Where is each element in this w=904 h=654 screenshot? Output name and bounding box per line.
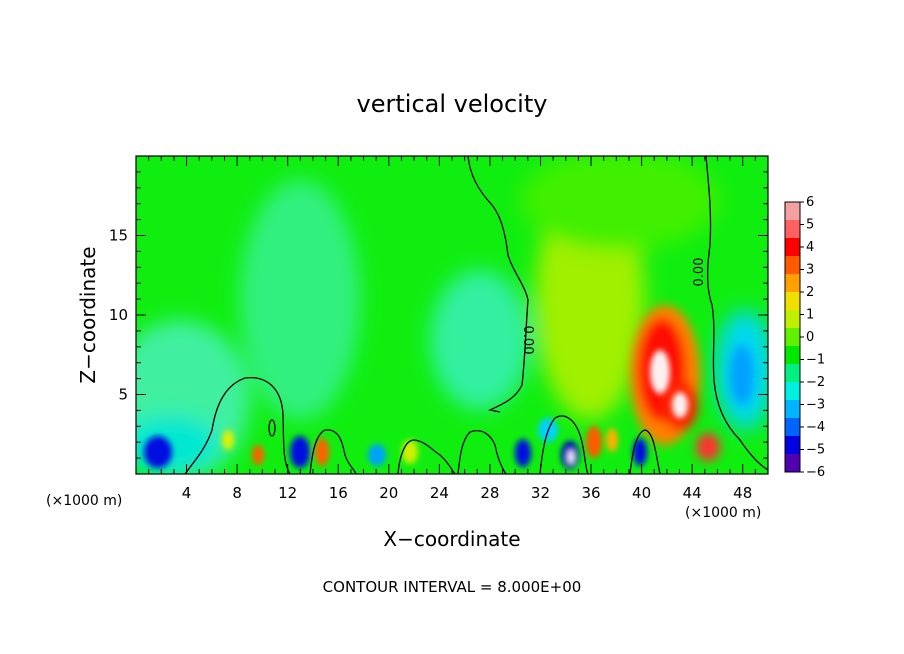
region-blue-right — [730, 345, 754, 405]
x-tick-label: 44 — [683, 484, 702, 502]
zero-contour-small-5 — [629, 429, 661, 474]
cell-white-1 — [568, 450, 574, 464]
region-teal-center — [430, 270, 530, 410]
colorbar-swatch — [785, 220, 800, 239]
colorbar-swatch — [785, 436, 800, 455]
cell-blue-2 — [290, 436, 310, 468]
x-axis-label: X−coordinate — [383, 527, 520, 551]
colorbar-swatch — [785, 328, 800, 347]
y-tick-labels: 5 10 15 — [109, 227, 128, 404]
region-green-upper — [520, 156, 720, 250]
colorbar-tick-label: 1 — [806, 308, 814, 323]
updraft-core-2 — [672, 392, 688, 418]
colorbar-tick-label: −3 — [806, 398, 825, 413]
colorbar-swatch — [785, 346, 800, 365]
colorbar-swatch — [785, 310, 800, 329]
cell-orange-3 — [586, 426, 602, 458]
colorbar-tick-label: 5 — [806, 218, 814, 233]
contour-label-right: 0.00 — [692, 258, 707, 287]
heatmap-field: 0.00 0.00 — [136, 156, 768, 474]
colorbar-swatch — [785, 256, 800, 275]
colorbar-swatch — [785, 238, 800, 257]
axis-ticks — [136, 156, 768, 474]
colorbar — [784, 201, 804, 473]
colorbar-labels: 6 5 4 3 2 1 0 −1 −2 −3 −4 −5 −6 — [806, 195, 825, 480]
cell-orange-1 — [252, 445, 264, 465]
zero-contour-right — [705, 156, 768, 471]
colorbar-tick-label: −5 — [806, 443, 825, 458]
colorbar-tick-label: 6 — [806, 195, 814, 210]
cell-yellow-3 — [606, 428, 618, 452]
zero-contour-center — [467, 156, 529, 413]
x-unit-left: (×1000 m) — [46, 493, 122, 509]
cell-blue-5 — [633, 438, 647, 466]
colorbar-tick-label: −2 — [806, 375, 825, 390]
x-tick-label: 8 — [232, 484, 242, 502]
zero-contour-small-3 — [457, 430, 507, 474]
x-tick-label: 40 — [632, 484, 651, 502]
cell-yellow-1 — [222, 430, 234, 450]
colorbar-swatch — [785, 274, 800, 293]
colorbar-tick-label: 0 — [806, 330, 814, 345]
y-tick-label: 10 — [109, 306, 128, 324]
contour-interval-note: CONTOUR INTERVAL = 8.000E+00 — [323, 578, 582, 596]
x-tick-labels: 4 8 12 16 20 24 28 32 36 40 44 48 — [182, 484, 752, 502]
cell-yellow-2 — [402, 440, 418, 464]
colorbar-tick-label: −4 — [806, 420, 825, 435]
contour-label-center: 0.00 — [520, 326, 535, 355]
x-unit-right: (×1000 m) — [685, 505, 761, 521]
x-tick-label: 16 — [329, 484, 348, 502]
colorbar-swatch — [785, 400, 800, 419]
zero-contour-small-2 — [397, 439, 456, 474]
x-tick-label: 20 — [379, 484, 398, 502]
x-tick-label: 24 — [430, 484, 449, 502]
updraft-core-low — [696, 433, 720, 461]
zero-contour-left-cell — [184, 377, 291, 474]
y-tick-label: 5 — [118, 386, 128, 404]
zero-contour-small-1 — [309, 429, 357, 474]
x-tick-label: 4 — [182, 484, 192, 502]
y-axis-label: Z−coordinate — [76, 246, 100, 383]
colorbar-swatch — [785, 202, 800, 221]
x-tick-label: 48 — [733, 484, 752, 502]
colorbar-swatch — [785, 454, 800, 473]
colorbar-swatch — [785, 292, 800, 311]
colorbar-tick-label: 3 — [806, 263, 814, 278]
colorbar-tick-label: −1 — [806, 353, 825, 368]
colorbar-swatch — [785, 364, 800, 383]
cell-orange-2 — [315, 438, 329, 466]
updraft-core — [650, 350, 670, 394]
x-tick-label: 32 — [531, 484, 550, 502]
y-tick-label: 15 — [109, 227, 128, 245]
x-tick-label: 28 — [480, 484, 499, 502]
colorbar-tick-label: 2 — [806, 285, 814, 300]
colorbar-swatch — [785, 382, 800, 401]
region-teal-mid — [240, 180, 360, 420]
chart-title: vertical velocity — [357, 90, 548, 118]
colorbar-tick-label: −6 — [806, 465, 825, 480]
x-tick-label: 36 — [581, 484, 600, 502]
zero-contour-loop — [268, 419, 276, 437]
cell-cyan-1 — [368, 444, 386, 466]
cell-blue-1 — [144, 436, 172, 468]
x-tick-label: 12 — [278, 484, 297, 502]
colorbar-tick-label: 4 — [806, 240, 814, 255]
colorbar-swatch — [785, 418, 800, 437]
cell-blue-3 — [515, 439, 531, 467]
zero-contour-small-4 — [539, 415, 589, 474]
